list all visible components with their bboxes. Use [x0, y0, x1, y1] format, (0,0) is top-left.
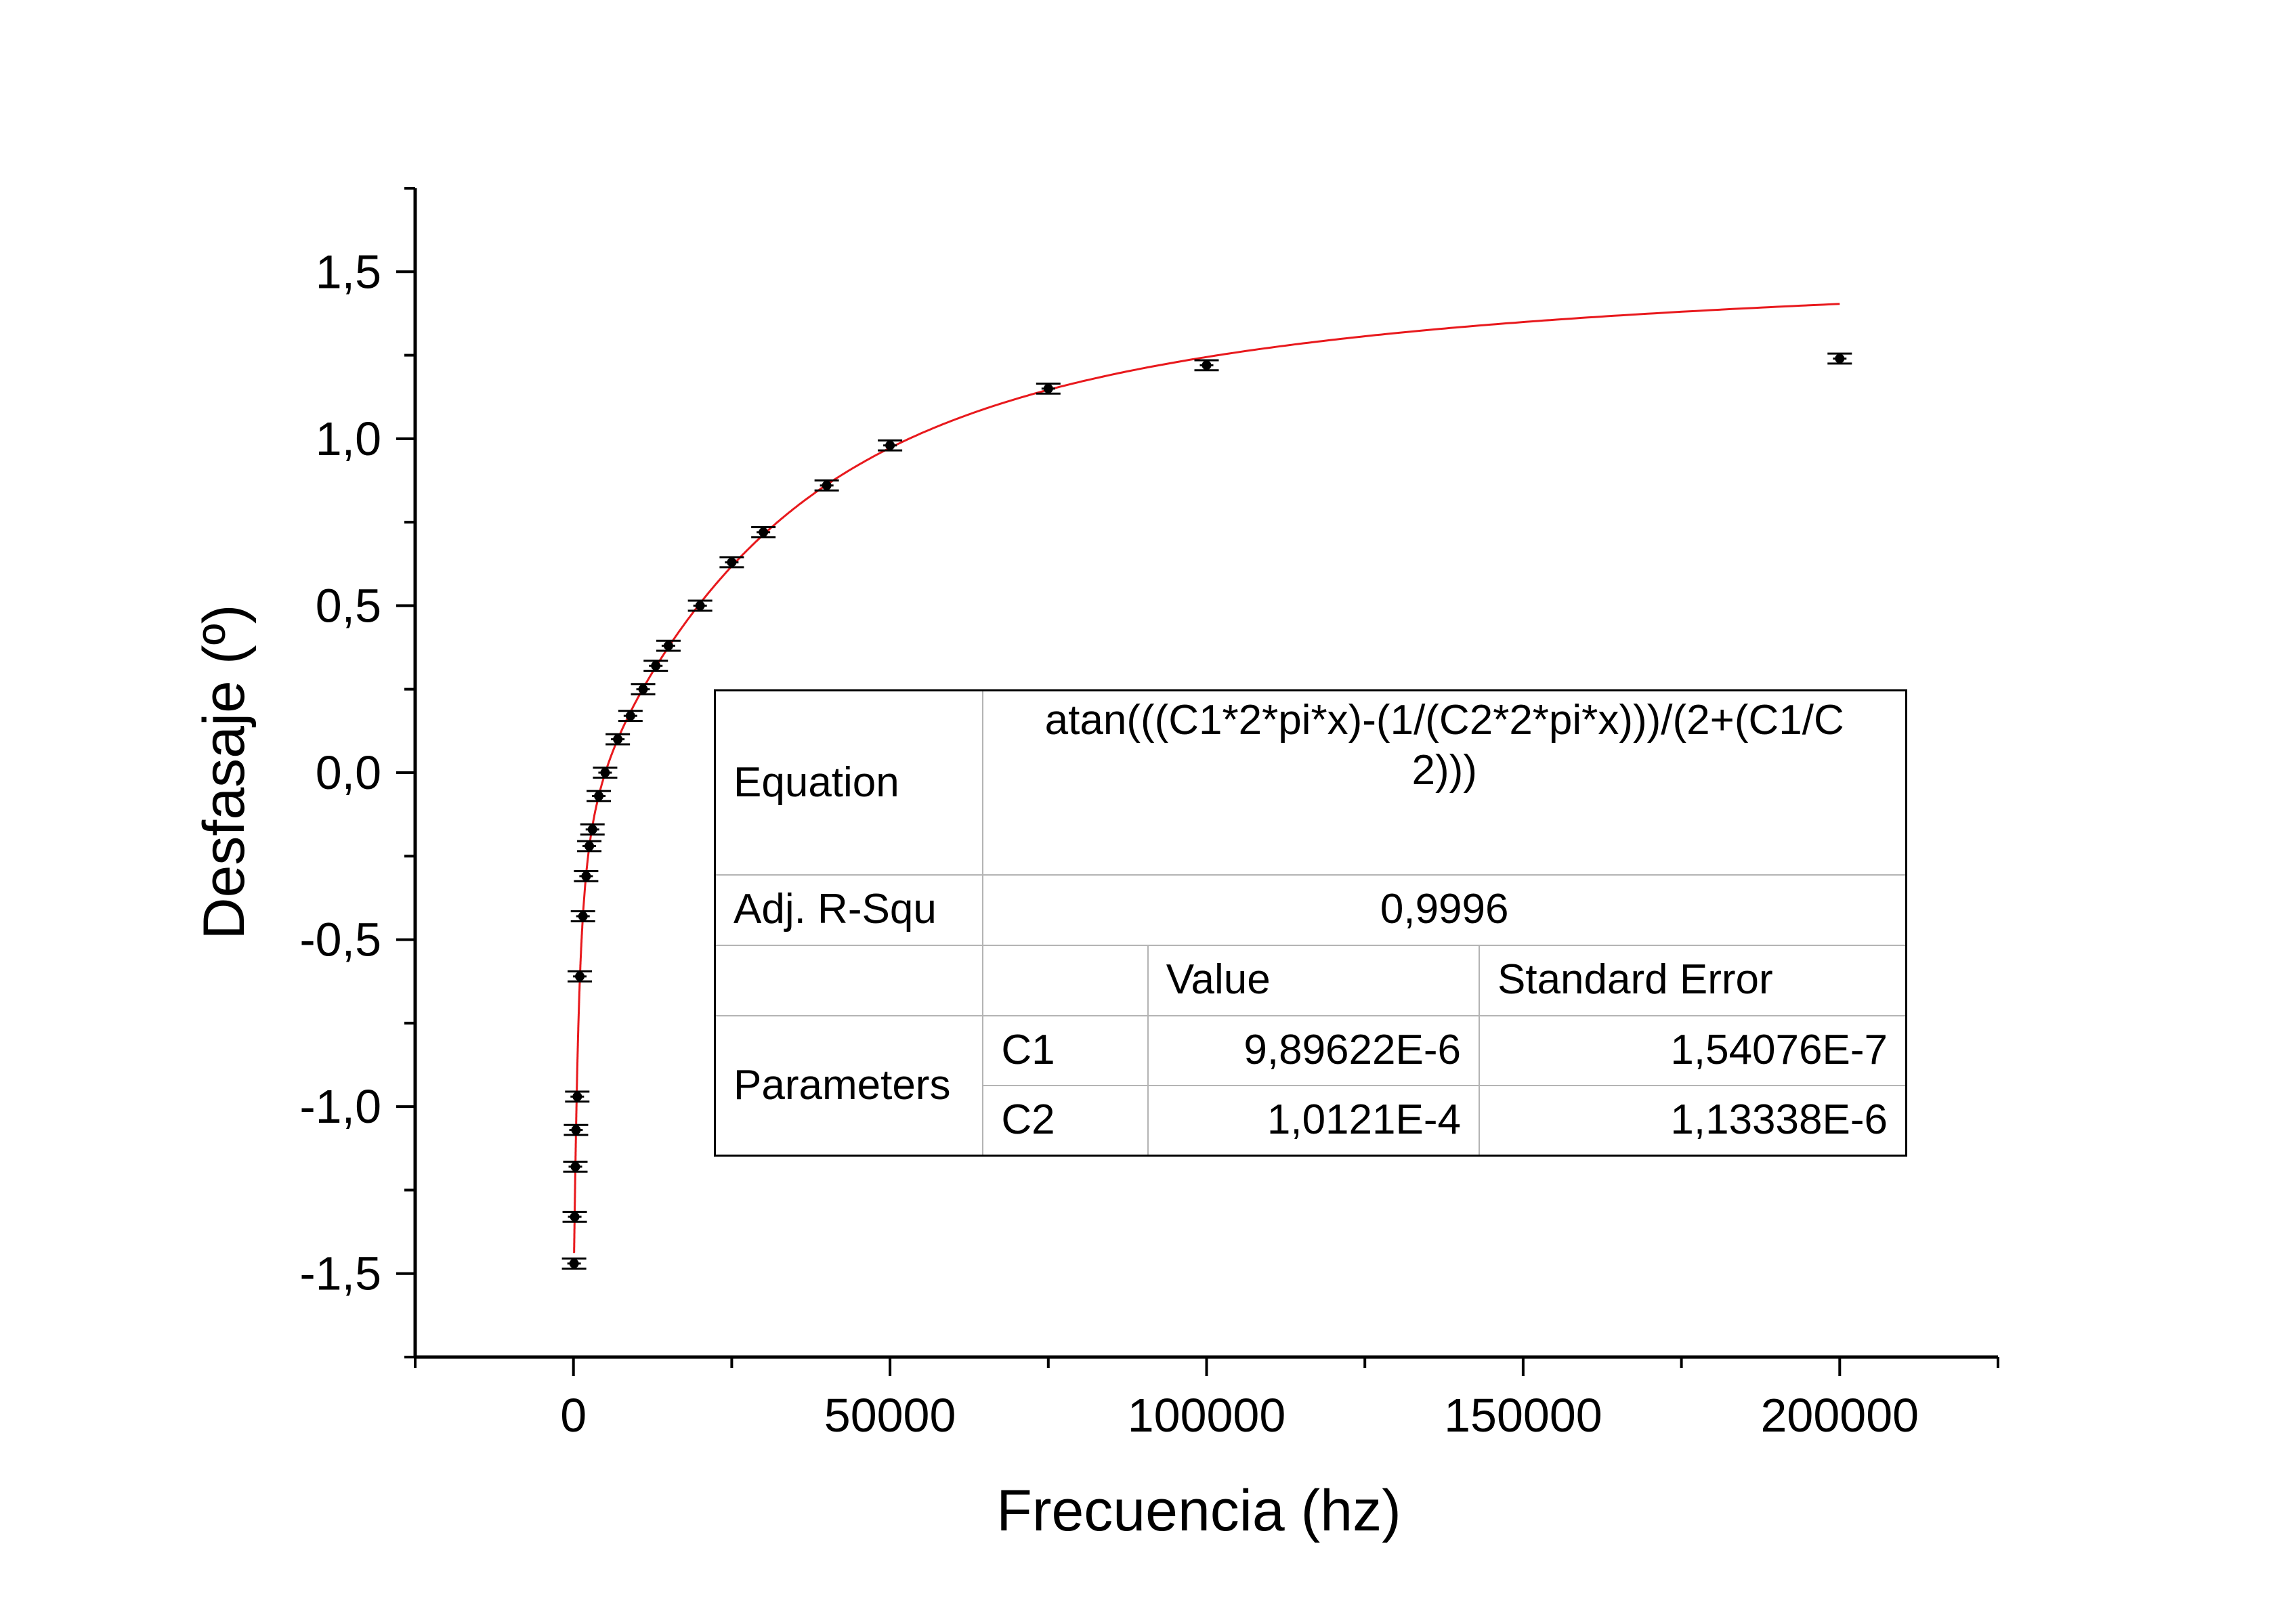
data-point — [751, 526, 776, 538]
x-tick-label: 150000 — [1444, 1389, 1602, 1442]
data-point — [587, 790, 612, 802]
fit-curve — [573, 303, 1840, 1253]
point-marker — [638, 684, 648, 694]
data-point — [574, 869, 599, 882]
data-point — [631, 683, 656, 695]
x-tick-label: 50000 — [824, 1389, 956, 1442]
adj-r-square-value: 0,9996 — [982, 874, 1907, 946]
y-tick-label: -1,0 — [299, 1080, 381, 1133]
data-points-layer — [561, 352, 1852, 1270]
y-axis-title: Desfasaje (º) — [192, 604, 257, 939]
param-name: C1 — [982, 1014, 1149, 1086]
param-name: C2 — [982, 1084, 1149, 1157]
data-point — [593, 767, 618, 779]
param-stderr: 1,54076E-7 — [1478, 1014, 1907, 1086]
point-marker — [1043, 383, 1053, 393]
empty-cell — [714, 944, 984, 1016]
point-marker — [572, 1092, 582, 1102]
x-tick-label: 200000 — [1761, 1389, 1919, 1442]
data-point — [570, 910, 595, 922]
data-point — [719, 556, 744, 569]
data-point — [878, 439, 903, 452]
point-marker — [822, 480, 832, 490]
data-point — [618, 710, 643, 723]
y-tick-label: 0,0 — [316, 746, 381, 799]
equation-value: atan(((C1*2*pi*x)-(1/(C2*2*pi*x)))/(2+(C… — [982, 689, 1907, 876]
data-point — [605, 733, 631, 746]
point-marker — [570, 1161, 580, 1172]
point-marker — [625, 711, 635, 721]
point-marker — [1202, 360, 1212, 370]
value-header: Value — [1147, 944, 1480, 1016]
param-stderr: 1,13338E-6 — [1478, 1084, 1907, 1157]
data-point — [656, 639, 681, 652]
data-point — [687, 599, 713, 612]
equation-label: Equation — [714, 689, 984, 876]
y-tick-label: 1,0 — [316, 412, 381, 465]
point-marker — [578, 911, 588, 922]
point-marker — [569, 1258, 579, 1268]
data-point — [568, 970, 593, 983]
point-marker — [727, 557, 737, 567]
point-marker — [575, 971, 585, 981]
point-marker — [587, 824, 597, 834]
point-marker — [570, 1211, 580, 1222]
point-marker — [1835, 353, 1845, 364]
point-marker — [885, 440, 895, 450]
x-tick-label: 0 — [560, 1389, 587, 1442]
adj-r-square-row: Adj. R-Squ 0,9996 — [714, 874, 1907, 946]
data-point — [1036, 382, 1061, 395]
equation-line-1: atan(((C1*2*pi*x)-(1/(C2*2*pi*x)))/(2+(C… — [1044, 697, 1844, 744]
point-marker — [584, 841, 595, 851]
data-point — [814, 479, 839, 492]
parameters-label: Parameters — [714, 1014, 984, 1157]
y-tick-label: 0,5 — [316, 579, 381, 632]
point-marker — [594, 791, 604, 801]
data-point — [561, 1258, 587, 1270]
parameter-row-c1: Parameters C1 9,89622E-6 1,54076E-7 — [714, 1014, 1907, 1157]
y-tick-label: -1,5 — [299, 1247, 381, 1300]
data-point — [1194, 359, 1219, 372]
data-point — [577, 840, 602, 853]
tick-labels: 0 50000 100000 150000 200000 -1,5 -1,0 -0,5 0,0 0… — [299, 245, 1919, 1442]
fit-results-table: Equation atan(((C1*2*pi*x)-(1/(C2*2*pi*x… — [714, 689, 1907, 1157]
equation-row: Equation atan(((C1*2*pi*x)-(1/(C2*2*pi*x… — [714, 689, 1907, 876]
point-marker — [663, 641, 673, 651]
point-marker — [695, 601, 705, 611]
y-tick-label: -0,5 — [299, 914, 381, 966]
data-point — [563, 1161, 588, 1173]
point-marker — [581, 871, 591, 881]
point-marker — [651, 661, 661, 671]
param-value: 1,0121E-4 — [1147, 1084, 1480, 1157]
fit-curve-layer — [573, 303, 1840, 1253]
point-marker — [759, 527, 769, 537]
data-point — [643, 660, 668, 672]
data-point — [1827, 352, 1852, 365]
standard-error-header: Standard Error — [1478, 944, 1907, 1016]
parameter-header-row: Value Standard Error — [714, 944, 1907, 1016]
data-point — [580, 823, 605, 836]
data-point — [565, 1090, 590, 1103]
data-point — [564, 1123, 589, 1136]
empty-cell — [982, 944, 1149, 1016]
adj-r-square-label: Adj. R-Squ — [714, 874, 984, 946]
parameter-row-c2: C2 1,0121E-4 1,13338E-6 — [715, 1084, 1907, 1157]
point-marker — [600, 768, 610, 777]
param-value: 9,89622E-6 — [1147, 1014, 1480, 1086]
y-tick-label: 1,5 — [316, 245, 381, 298]
point-marker — [571, 1125, 581, 1135]
point-marker — [613, 734, 623, 744]
x-axis-title: Frecuencia (hz) — [996, 1478, 1401, 1543]
x-tick-label: 100000 — [1128, 1389, 1286, 1442]
data-point — [562, 1210, 587, 1223]
ticks — [396, 187, 1999, 1376]
equation-line-2: 2))) — [1411, 747, 1477, 794]
